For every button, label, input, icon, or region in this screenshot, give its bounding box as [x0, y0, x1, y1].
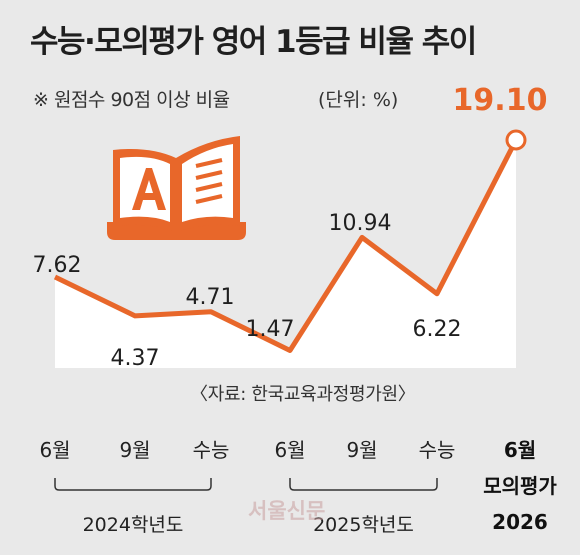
open-book-icon [107, 136, 246, 240]
group-label: 2024학년도 [83, 514, 184, 536]
x-tick-label: 6월 [39, 438, 70, 462]
data-label: 4.37 [111, 346, 160, 371]
data-label: 19.10 [453, 83, 548, 118]
watermark-logo: 서울신문 [248, 499, 326, 523]
x-tick-label: 9월 [119, 438, 150, 462]
data-label: 1.47 [246, 317, 295, 342]
x-tick-label: 6월 [504, 438, 536, 462]
group-bracket [54, 478, 212, 491]
data-label: 10.94 [329, 211, 392, 236]
data-label: 7.62 [33, 253, 82, 278]
data-label: 4.71 [186, 285, 235, 310]
area-layer: 7.62 4.37 4.71 1.47 10.94 6.22 19.10 [33, 83, 548, 371]
x-tick-label: 수능 [419, 438, 456, 462]
group-layer: 2024학년도 2025학년도 [54, 478, 438, 536]
x-tick-label: 수능 [193, 438, 230, 462]
x-tick-label: 모의평가 [483, 474, 557, 498]
x-tick-label: 2026 [492, 510, 548, 534]
chart-subtitle: ※ 원점수 90점 이상 비율 [33, 89, 230, 111]
x-tick-label: 6월 [274, 438, 305, 462]
chart-title: 수능·모의평가 영어 1등급 비율 추이 [30, 24, 477, 60]
group-label: 2025학년도 [313, 514, 414, 536]
unit-label: (단위: %) [318, 89, 399, 111]
highlight-point [505, 129, 527, 151]
series-line [53, 138, 519, 353]
source-note: 〈자료: 한국교육과정평가원〉 [190, 384, 416, 405]
group-bracket [289, 478, 438, 491]
x-tick-label: 9월 [346, 438, 377, 462]
data-label: 6.22 [413, 317, 462, 342]
area-fill [55, 140, 516, 368]
